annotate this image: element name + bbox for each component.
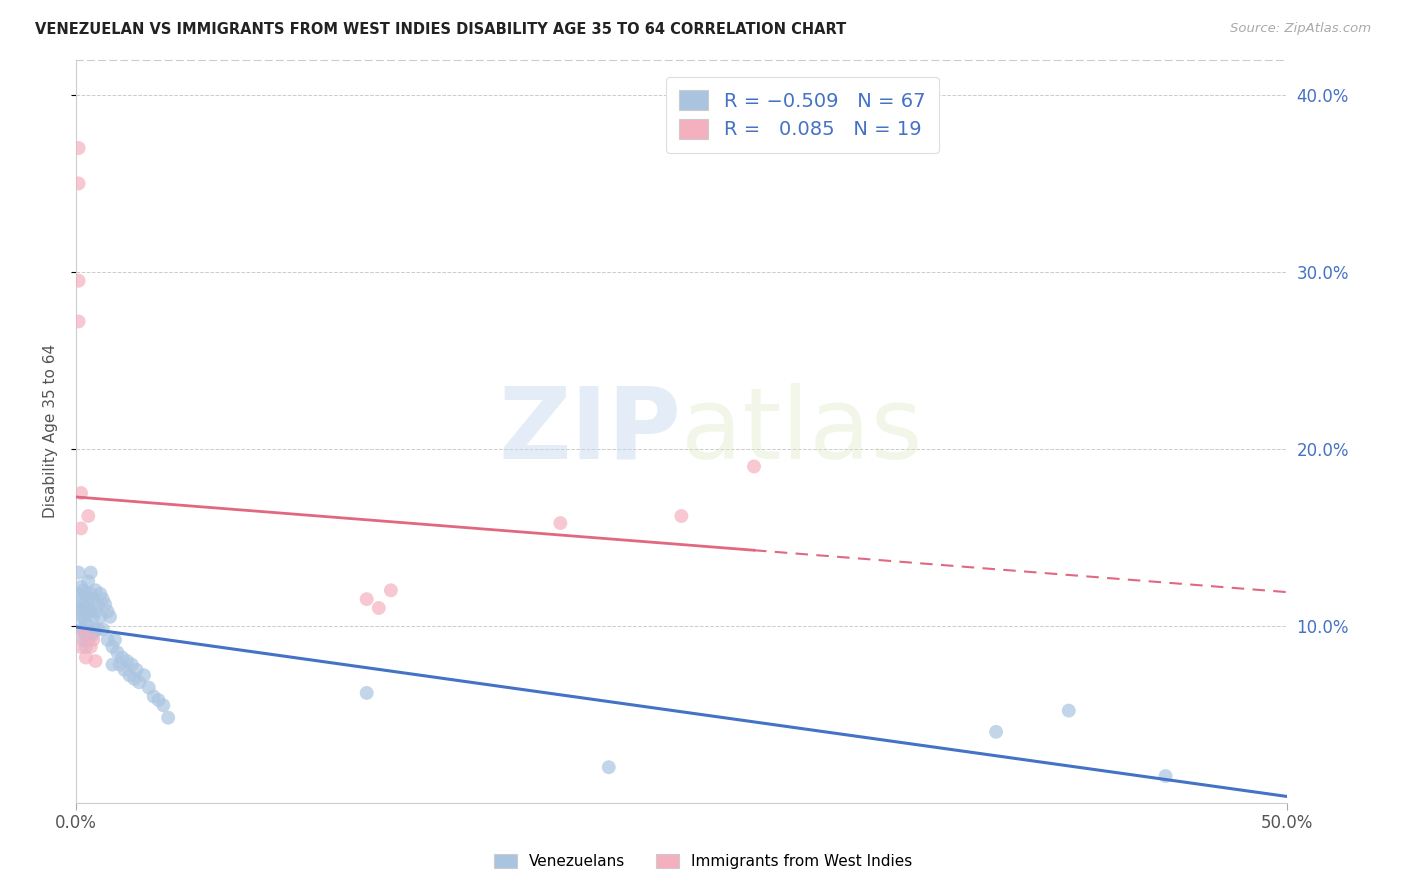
Point xyxy=(75,640,97,654)
Point xyxy=(77,605,100,619)
Point xyxy=(75,587,97,601)
Point xyxy=(70,486,93,500)
Point xyxy=(67,314,90,328)
Point xyxy=(671,508,693,523)
Point xyxy=(70,521,93,535)
Point xyxy=(77,592,100,607)
Point xyxy=(101,640,124,654)
Point xyxy=(67,566,90,580)
Point xyxy=(80,640,103,654)
Point xyxy=(125,663,148,677)
Y-axis label: Disability Age 35 to 64: Disability Age 35 to 64 xyxy=(44,344,58,518)
Point xyxy=(72,598,94,612)
Point xyxy=(89,587,111,601)
Point xyxy=(356,686,378,700)
Point xyxy=(70,622,93,636)
Point xyxy=(75,627,97,641)
Point xyxy=(742,459,765,474)
Point xyxy=(72,610,94,624)
Point xyxy=(114,663,136,677)
Point xyxy=(80,587,103,601)
Point xyxy=(70,592,93,607)
Point xyxy=(72,627,94,641)
Point xyxy=(77,574,100,589)
Point xyxy=(118,668,141,682)
Point xyxy=(72,632,94,647)
Point xyxy=(111,650,134,665)
Point xyxy=(132,668,155,682)
Point xyxy=(84,605,107,619)
Text: Source: ZipAtlas.com: Source: ZipAtlas.com xyxy=(1230,22,1371,36)
Point xyxy=(67,177,90,191)
Text: atlas: atlas xyxy=(682,383,922,480)
Point xyxy=(70,580,93,594)
Point xyxy=(67,274,90,288)
Point xyxy=(108,657,131,672)
Point xyxy=(128,675,150,690)
Point xyxy=(77,632,100,647)
Point xyxy=(356,592,378,607)
Point xyxy=(550,516,572,530)
Point xyxy=(75,601,97,615)
Point xyxy=(67,587,90,601)
Point xyxy=(101,657,124,672)
Point xyxy=(98,610,121,624)
Point xyxy=(70,640,93,654)
Point xyxy=(87,598,110,612)
Point xyxy=(82,610,104,624)
Text: VENEZUELAN VS IMMIGRANTS FROM WEST INDIES DISABILITY AGE 35 TO 64 CORRELATION CH: VENEZUELAN VS IMMIGRANTS FROM WEST INDIE… xyxy=(35,22,846,37)
Point xyxy=(97,632,120,647)
Point xyxy=(72,583,94,598)
Point xyxy=(82,592,104,607)
Point xyxy=(80,566,103,580)
Point xyxy=(75,650,97,665)
Point xyxy=(1057,704,1080,718)
Point xyxy=(152,698,174,713)
Point xyxy=(142,690,165,704)
Point xyxy=(94,598,117,612)
Point xyxy=(1154,769,1177,783)
Point xyxy=(148,693,170,707)
Point xyxy=(115,654,138,668)
Point xyxy=(105,645,128,659)
Point xyxy=(82,632,104,647)
Text: ZIP: ZIP xyxy=(499,383,682,480)
Point xyxy=(157,711,180,725)
Point xyxy=(75,615,97,629)
Point xyxy=(89,610,111,624)
Point xyxy=(84,654,107,668)
Point xyxy=(84,622,107,636)
Point xyxy=(91,622,114,636)
Point xyxy=(84,583,107,598)
Point xyxy=(124,672,146,686)
Point xyxy=(91,592,114,607)
Point xyxy=(67,601,90,615)
Legend: Venezuelans, Immigrants from West Indies: Venezuelans, Immigrants from West Indies xyxy=(488,848,918,875)
Point xyxy=(77,618,100,632)
Point xyxy=(67,141,90,155)
Point xyxy=(121,657,143,672)
Point xyxy=(80,605,103,619)
Point xyxy=(72,622,94,636)
Point xyxy=(380,583,402,598)
Point xyxy=(984,724,1007,739)
Point xyxy=(87,622,110,636)
Point xyxy=(70,610,93,624)
Point xyxy=(598,760,620,774)
Legend: R = −0.509   N = 67, R =   0.085   N = 19: R = −0.509 N = 67, R = 0.085 N = 19 xyxy=(665,77,939,153)
Point xyxy=(70,605,93,619)
Point xyxy=(104,632,127,647)
Point xyxy=(82,627,104,641)
Point xyxy=(77,508,100,523)
Point xyxy=(367,601,389,615)
Point xyxy=(80,627,103,641)
Point xyxy=(97,605,120,619)
Point xyxy=(138,681,160,695)
